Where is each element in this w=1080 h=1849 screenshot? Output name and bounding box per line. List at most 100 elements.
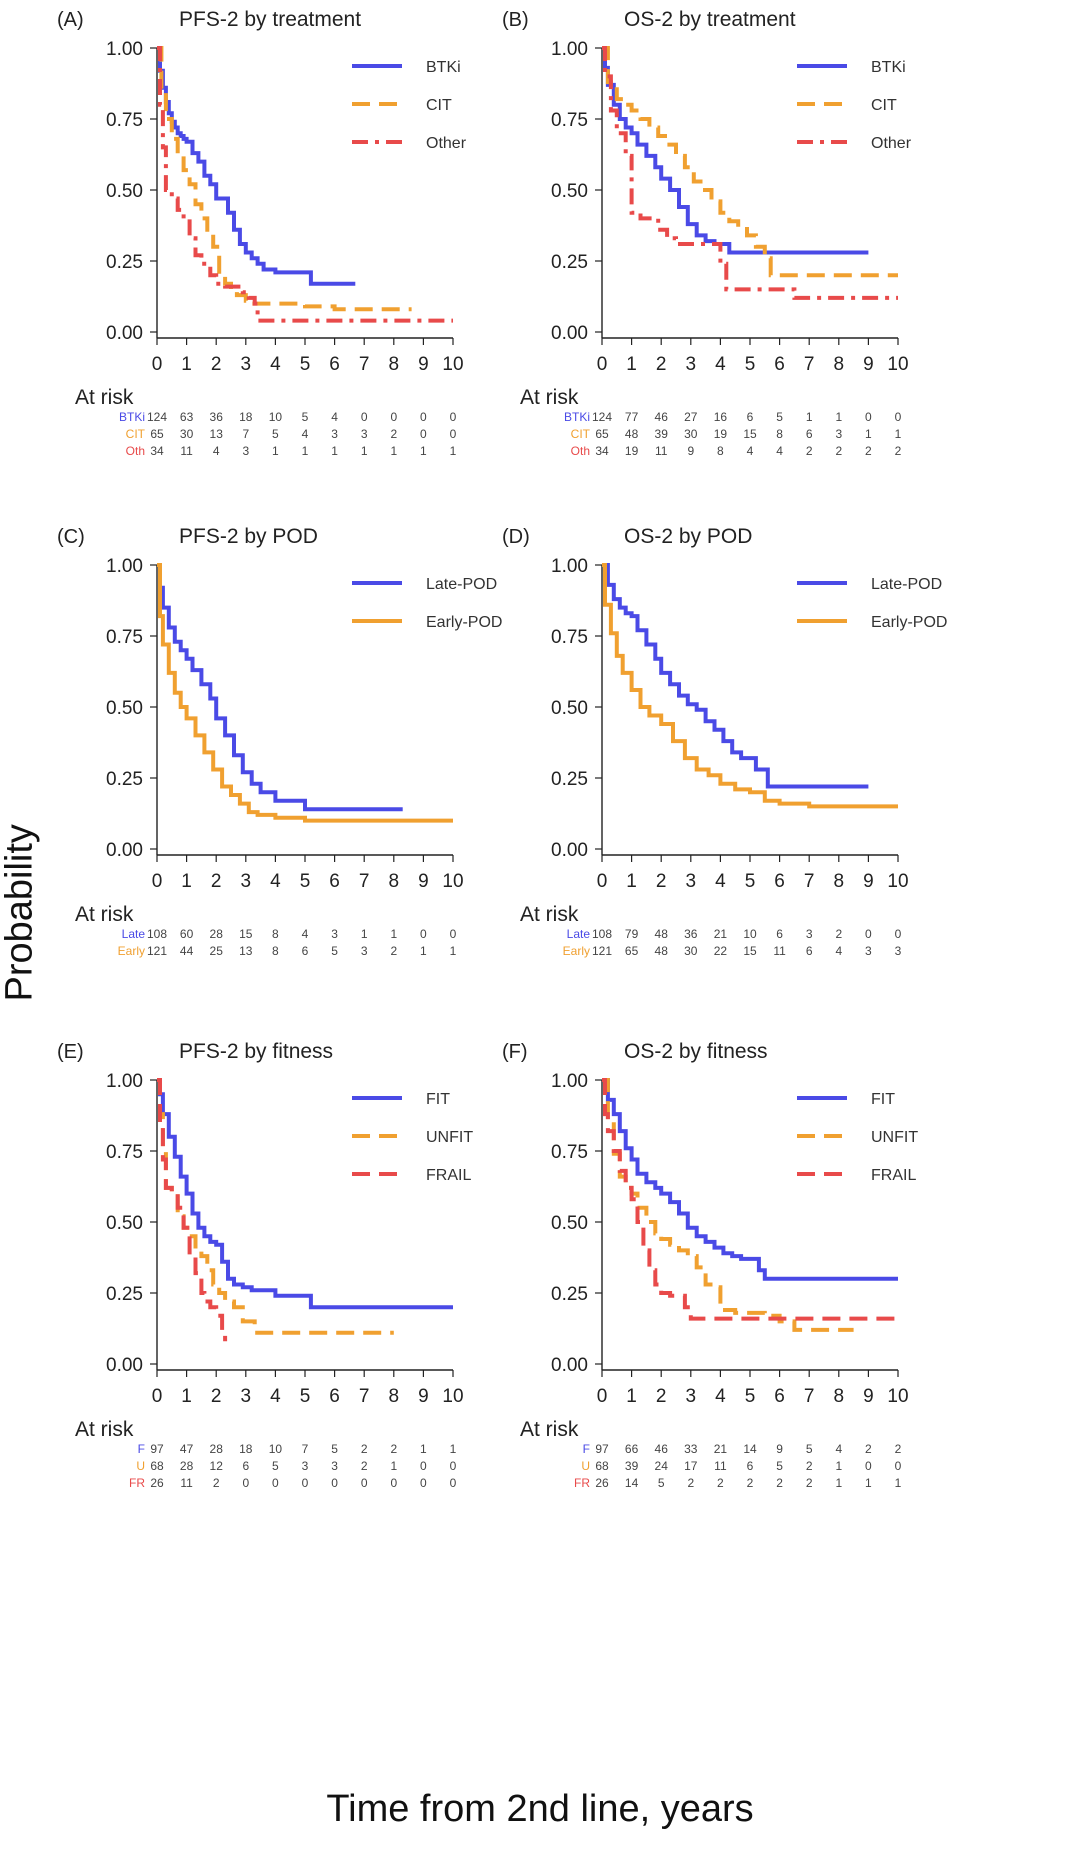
at-risk-count: 11 (180, 444, 193, 458)
legend-label: FIT (426, 1091, 450, 1108)
y-tick-label: 0.25 (551, 769, 588, 790)
x-tick-label: 4 (270, 354, 281, 375)
legend-label: Late-POD (871, 576, 942, 593)
x-tick-label: 8 (389, 871, 400, 892)
at-risk-count: 63 (180, 410, 194, 424)
at-risk-count: 0 (361, 1476, 368, 1490)
at-risk-count: 68 (150, 1459, 164, 1473)
at-risk-count: 8 (272, 927, 279, 941)
y-tick-label: 0.25 (551, 252, 588, 273)
x-tick-label: 7 (359, 871, 370, 892)
panel-title: OS-2 by treatment (624, 8, 796, 31)
at-risk-count: 1 (361, 927, 368, 941)
at-risk-count: 4 (213, 444, 220, 458)
at-risk-count: 4 (835, 1442, 842, 1456)
at-risk-row-label: BTKi (119, 410, 145, 424)
x-tick-label: 6 (774, 354, 785, 375)
at-risk-count: 0 (331, 1476, 338, 1490)
at-risk-count: 4 (835, 944, 842, 958)
at-risk-count: 2 (835, 444, 842, 458)
x-tick-label: 10 (442, 354, 463, 375)
at-risk-count: 121 (592, 944, 612, 958)
y-tick-label: 0.25 (106, 1284, 143, 1305)
y-tick-label: 0.75 (106, 1142, 143, 1163)
x-tick-label: 2 (211, 354, 222, 375)
km-curve (602, 1078, 854, 1332)
x-tick-label: 1 (626, 354, 637, 375)
at-risk-count: 48 (655, 944, 669, 958)
at-risk-count: 5 (272, 427, 279, 441)
at-risk-count: 5 (776, 1459, 783, 1473)
at-risk-count: 15 (743, 944, 757, 958)
x-tick-label: 0 (152, 354, 163, 375)
y-tick-label: 0.00 (106, 840, 143, 861)
at-risk-count: 2 (895, 1442, 902, 1456)
at-risk-count: 0 (420, 1476, 427, 1490)
x-tick-label: 4 (270, 871, 281, 892)
y-tick-label: 0.50 (551, 181, 588, 202)
at-risk-count: 8 (717, 444, 724, 458)
at-risk-count: 6 (747, 410, 754, 424)
at-risk-count: 3 (302, 1459, 309, 1473)
at-risk-count: 44 (180, 944, 194, 958)
at-risk-heading: At risk (75, 386, 134, 409)
x-tick-label: 5 (745, 871, 756, 892)
x-tick-label: 10 (442, 1386, 463, 1407)
at-risk-row-label: F (138, 1442, 145, 1456)
at-risk-row-label: CIT (126, 427, 146, 441)
at-risk-count: 24 (655, 1459, 669, 1473)
x-tick-label: 4 (715, 354, 726, 375)
at-risk-row-label: Oth (571, 444, 590, 458)
x-tick-label: 1 (626, 1386, 637, 1407)
at-risk-row-label: U (581, 1459, 590, 1473)
at-risk-row-label: U (136, 1459, 145, 1473)
at-risk-count: 108 (147, 927, 167, 941)
legend-label: FRAIL (426, 1167, 471, 1184)
x-tick-label: 9 (863, 871, 874, 892)
at-risk-count: 5 (806, 1442, 813, 1456)
y-tick-label: 1.00 (551, 556, 588, 577)
panel-letter: (A) (57, 9, 84, 31)
at-risk-count: 11 (773, 944, 786, 958)
km-curve (602, 46, 898, 278)
at-risk-count: 34 (595, 444, 609, 458)
at-risk-count: 0 (272, 1476, 279, 1490)
at-risk-count: 3 (331, 1459, 338, 1473)
at-risk-row-label: CIT (571, 427, 591, 441)
at-risk-count: 1 (835, 1459, 842, 1473)
at-risk-count: 0 (865, 927, 872, 941)
at-risk-count: 0 (450, 927, 457, 941)
at-risk-row-label: F (583, 1442, 590, 1456)
at-risk-count: 5 (331, 944, 338, 958)
at-risk-count: 14 (625, 1476, 639, 1490)
x-tick-label: 1 (626, 871, 637, 892)
legend-label: Early-POD (426, 614, 502, 631)
at-risk-count: 4 (302, 927, 309, 941)
at-risk-count: 1 (895, 427, 902, 441)
at-risk-count: 0 (420, 410, 427, 424)
at-risk-count: 39 (625, 1459, 639, 1473)
y-tick-label: 0.75 (551, 110, 588, 131)
at-risk-count: 3 (835, 427, 842, 441)
at-risk-count: 10 (269, 1442, 283, 1456)
at-risk-count: 2 (776, 1476, 783, 1490)
legend-label: FRAIL (871, 1167, 916, 1184)
km-curve (157, 1078, 453, 1310)
at-risk-count: 48 (625, 427, 639, 441)
x-tick-label: 7 (359, 1386, 370, 1407)
y-tick-label: 0.75 (106, 627, 143, 648)
x-tick-label: 3 (241, 1386, 252, 1407)
at-risk-count: 60 (180, 927, 194, 941)
at-risk-count: 79 (625, 927, 639, 941)
at-risk-heading: At risk (75, 903, 134, 926)
at-risk-count: 2 (865, 1442, 872, 1456)
at-risk-count: 1 (835, 410, 842, 424)
at-risk-heading: At risk (520, 386, 579, 409)
at-risk-count: 9 (687, 444, 694, 458)
at-risk-count: 2 (390, 944, 397, 958)
legend-label: UNFIT (871, 1129, 918, 1146)
at-risk-count: 0 (450, 410, 457, 424)
legend-label: BTKi (426, 59, 461, 76)
